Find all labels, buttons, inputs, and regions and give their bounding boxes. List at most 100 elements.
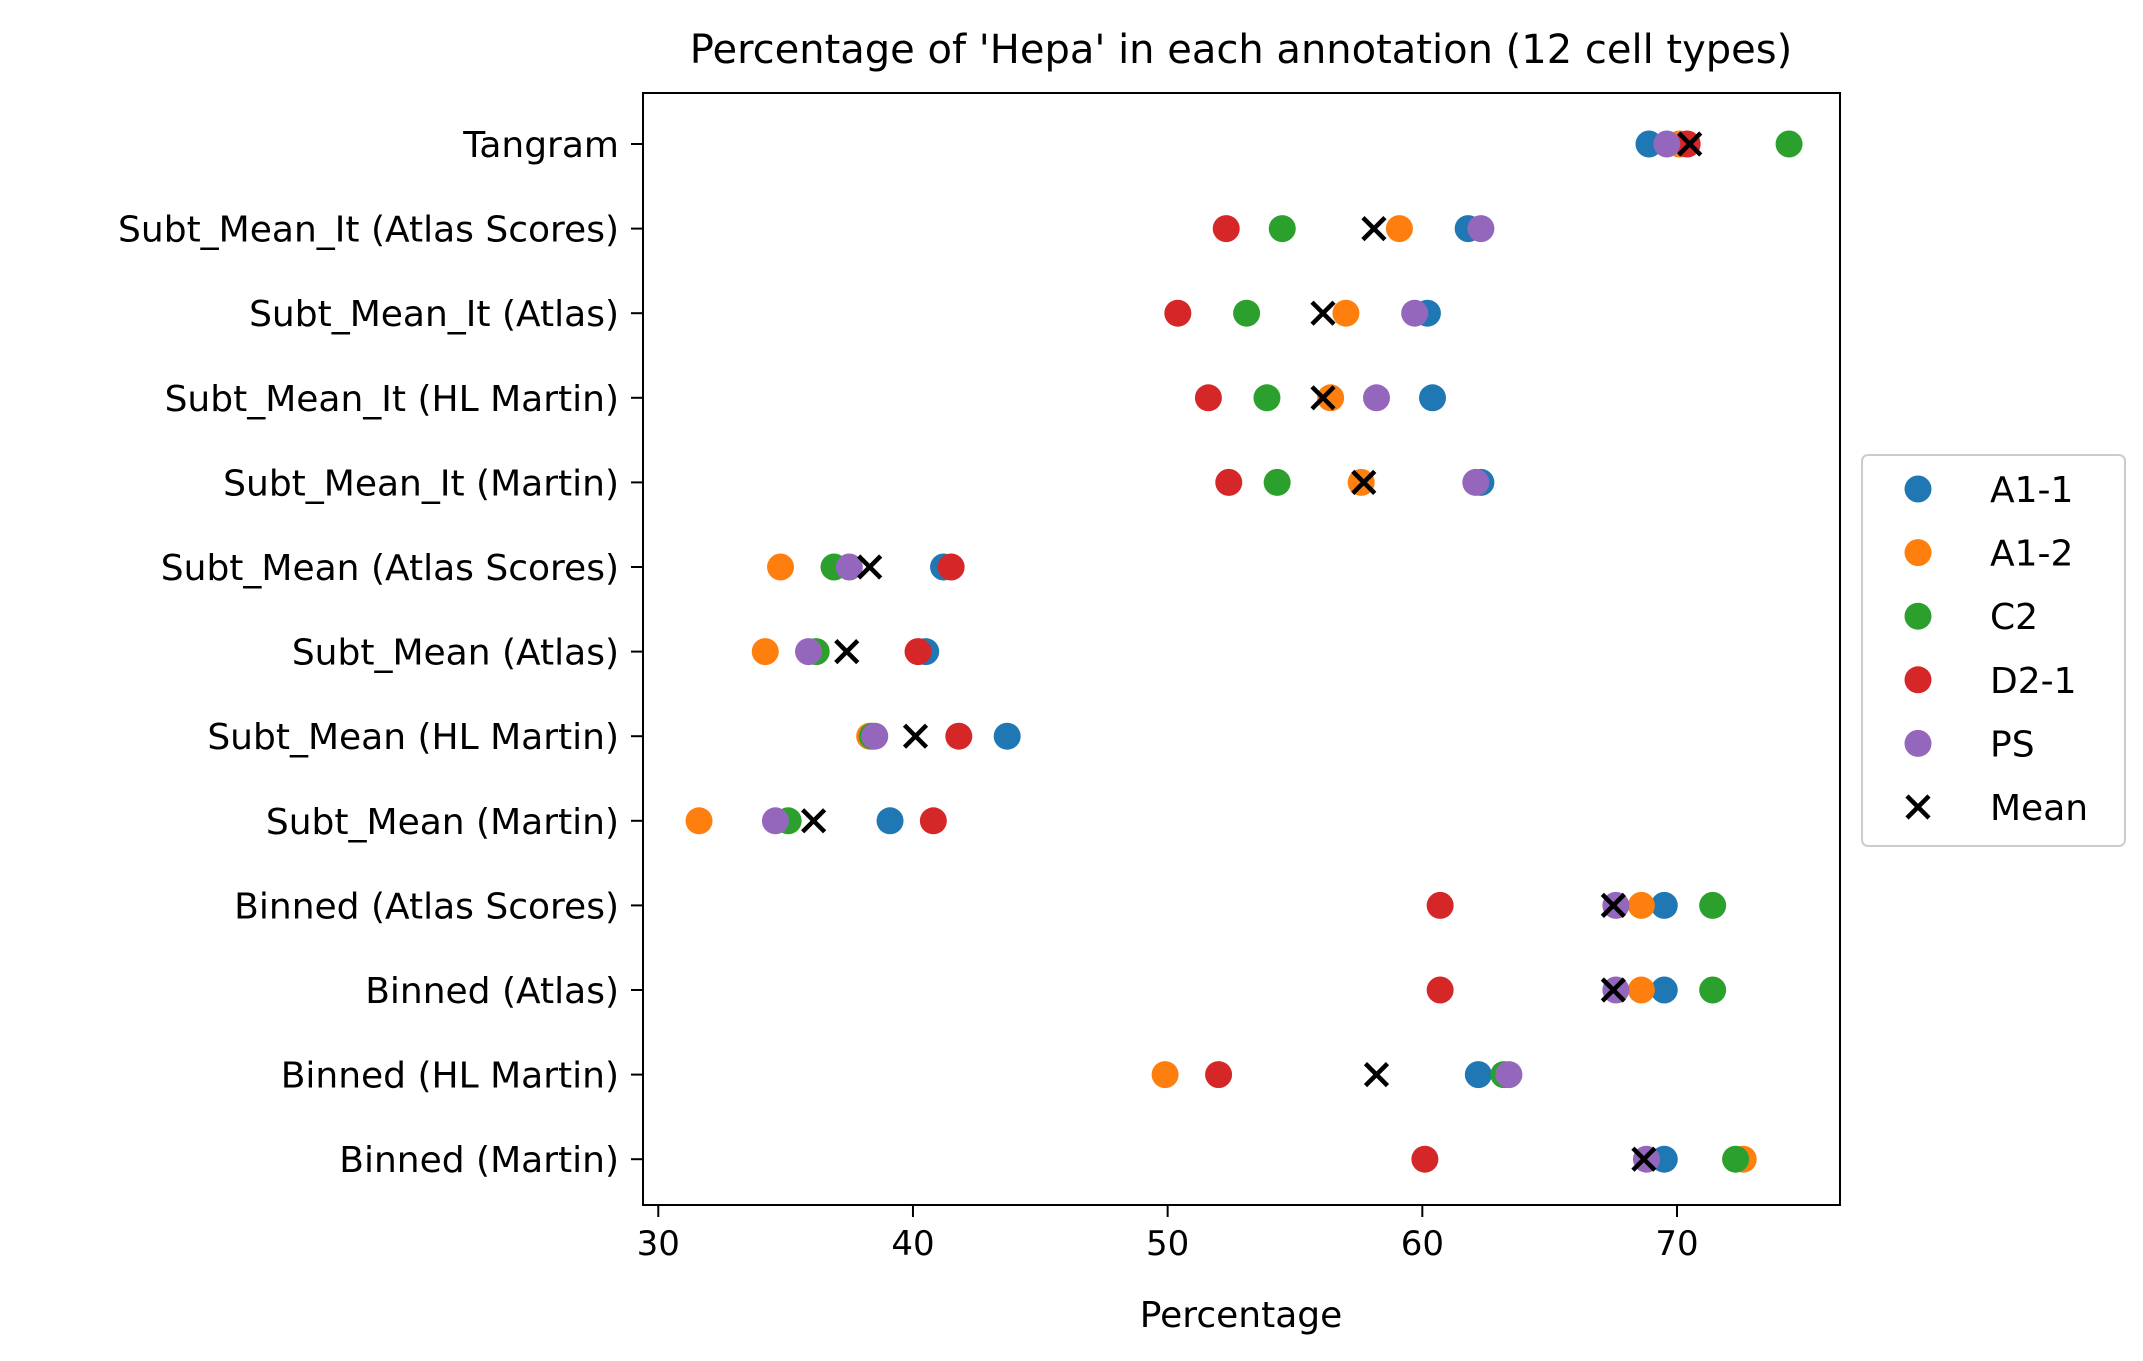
x-tick-label: 50 [1146, 1224, 1189, 1264]
legend-marker [1905, 794, 1931, 820]
y-tick-label: Tangram [462, 125, 619, 166]
point-c2-0 [1775, 130, 1803, 158]
point-ps-7 [861, 722, 889, 750]
point-ps-4 [1462, 468, 1490, 496]
y-tick-label: Binned (Martin) [339, 1140, 619, 1181]
point-a1-2-6 [751, 638, 779, 666]
point-a1-1-8 [876, 807, 904, 835]
point-mean-1 [1361, 216, 1387, 242]
point-ps-6 [795, 638, 823, 666]
point-d2-1-11 [1205, 1061, 1233, 1089]
legend-marker [1904, 666, 1932, 694]
x-tick-label: 30 [637, 1224, 680, 1264]
point-ps-0 [1653, 130, 1681, 158]
y-tick-label: Subt_Mean (HL Martin) [207, 717, 619, 758]
x-tick-label: 60 [1401, 1224, 1444, 1264]
chart-title: Percentage of 'Hepa' in each annotation … [690, 27, 1792, 73]
point-a1-1-10 [1650, 976, 1678, 1004]
point-mean-3 [1310, 385, 1336, 411]
legend-item: C2 [1904, 597, 2038, 638]
point-a1-2-10 [1627, 976, 1655, 1004]
y-tick-label: Binned (Atlas) [365, 971, 619, 1012]
point-d2-1-7 [945, 722, 973, 750]
point-ps-8 [761, 807, 789, 835]
legend-item: A1-1 [1904, 470, 2073, 511]
point-a1-1-3 [1419, 384, 1447, 412]
point-d2-1-9 [1426, 891, 1454, 919]
point-d2-1-3 [1194, 384, 1222, 412]
point-a1-2-3 [1317, 384, 1345, 412]
point-ps-11 [1495, 1061, 1523, 1089]
point-d2-1-10 [1426, 976, 1454, 1004]
point-mean-0 [1677, 131, 1703, 157]
point-c2-4 [1263, 468, 1291, 496]
series-ps [761, 130, 1681, 1173]
legend-item: D2-1 [1904, 661, 2077, 702]
point-d2-1-2 [1164, 299, 1192, 327]
legend-marker [1904, 539, 1932, 567]
point-mean-5 [857, 554, 883, 580]
point-a1-2-5 [767, 553, 795, 581]
point-ps-1 [1467, 215, 1495, 243]
x-axis-label: Percentage [1140, 1295, 1343, 1336]
point-ps-5 [835, 553, 863, 581]
point-a1-2-2 [1332, 299, 1360, 327]
point-mean-7 [902, 723, 929, 749]
y-tick-label: Subt_Mean (Atlas Scores) [161, 548, 619, 589]
point-mean-11 [1363, 1062, 1390, 1088]
point-a1-1-7 [993, 722, 1021, 750]
point-ps-3 [1362, 384, 1390, 412]
point-c2-9 [1699, 891, 1727, 919]
legend-marker [1904, 602, 1932, 630]
point-c2-3 [1253, 384, 1281, 412]
series-d2-1 [904, 130, 1701, 1173]
legend-item: A1-2 [1904, 534, 2073, 575]
x-tick-label: 40 [891, 1224, 934, 1264]
y-tick-label: Binned (HL Martin) [281, 1056, 619, 1097]
series-mean [801, 131, 1703, 1172]
point-mean-12 [1631, 1146, 1657, 1172]
point-c2-2 [1233, 299, 1261, 327]
y-tick-label: Subt_Mean_It (Atlas) [249, 294, 619, 335]
point-d2-1-5 [937, 553, 965, 581]
point-a1-2-8 [685, 807, 713, 835]
point-d2-1-8 [919, 807, 947, 835]
point-mean-2 [1310, 300, 1336, 326]
legend-item: PS [1904, 724, 2035, 765]
point-mean-6 [834, 639, 860, 665]
point-d2-1-1 [1212, 215, 1240, 243]
point-d2-1-12 [1411, 1145, 1439, 1173]
y-tick-label: Subt_Mean (Martin) [266, 802, 619, 843]
legend-label: A1-2 [1990, 534, 2073, 575]
legend-label: D2-1 [1990, 661, 2077, 702]
legend-label: A1-1 [1990, 470, 2073, 511]
point-mean-10 [1600, 977, 1626, 1003]
legend-marker [1904, 475, 1932, 503]
point-d2-1-4 [1215, 468, 1243, 496]
point-c2-12 [1722, 1145, 1750, 1173]
plot-frame [642, 92, 1841, 1206]
legend-label: C2 [1990, 597, 2038, 638]
point-mean-8 [801, 808, 827, 834]
point-a1-2-1 [1385, 215, 1413, 243]
legend-label: PS [1990, 724, 2035, 765]
point-mean-4 [1351, 469, 1377, 495]
y-tick-labels: Tangram Subt_Mean_It (Atlas Scores) Subt_M… [118, 125, 619, 1181]
x-tick-label: 70 [1655, 1224, 1698, 1264]
legend: A1-1 A1-2 C2 D2-1 PS Mean [1861, 454, 2126, 847]
legend-marker [1904, 729, 1932, 757]
y-tick-label: Subt_Mean (Atlas) [292, 633, 619, 674]
legend-item: Mean [1905, 788, 2088, 829]
series-a1-1 [876, 130, 1678, 1173]
plot-marks [685, 130, 1803, 1173]
point-mean-9 [1600, 892, 1626, 918]
point-a1-1-11 [1464, 1061, 1492, 1089]
y-tick-label: Subt_Mean_It (Atlas Scores) [118, 210, 619, 251]
point-ps-2 [1401, 299, 1429, 327]
point-c2-10 [1699, 976, 1727, 1004]
point-a1-2-9 [1627, 891, 1655, 919]
x-tick-labels: 30 40 50 60 70 [637, 1224, 1699, 1264]
y-ticks [631, 143, 643, 1161]
legend-label: Mean [1990, 788, 2088, 829]
